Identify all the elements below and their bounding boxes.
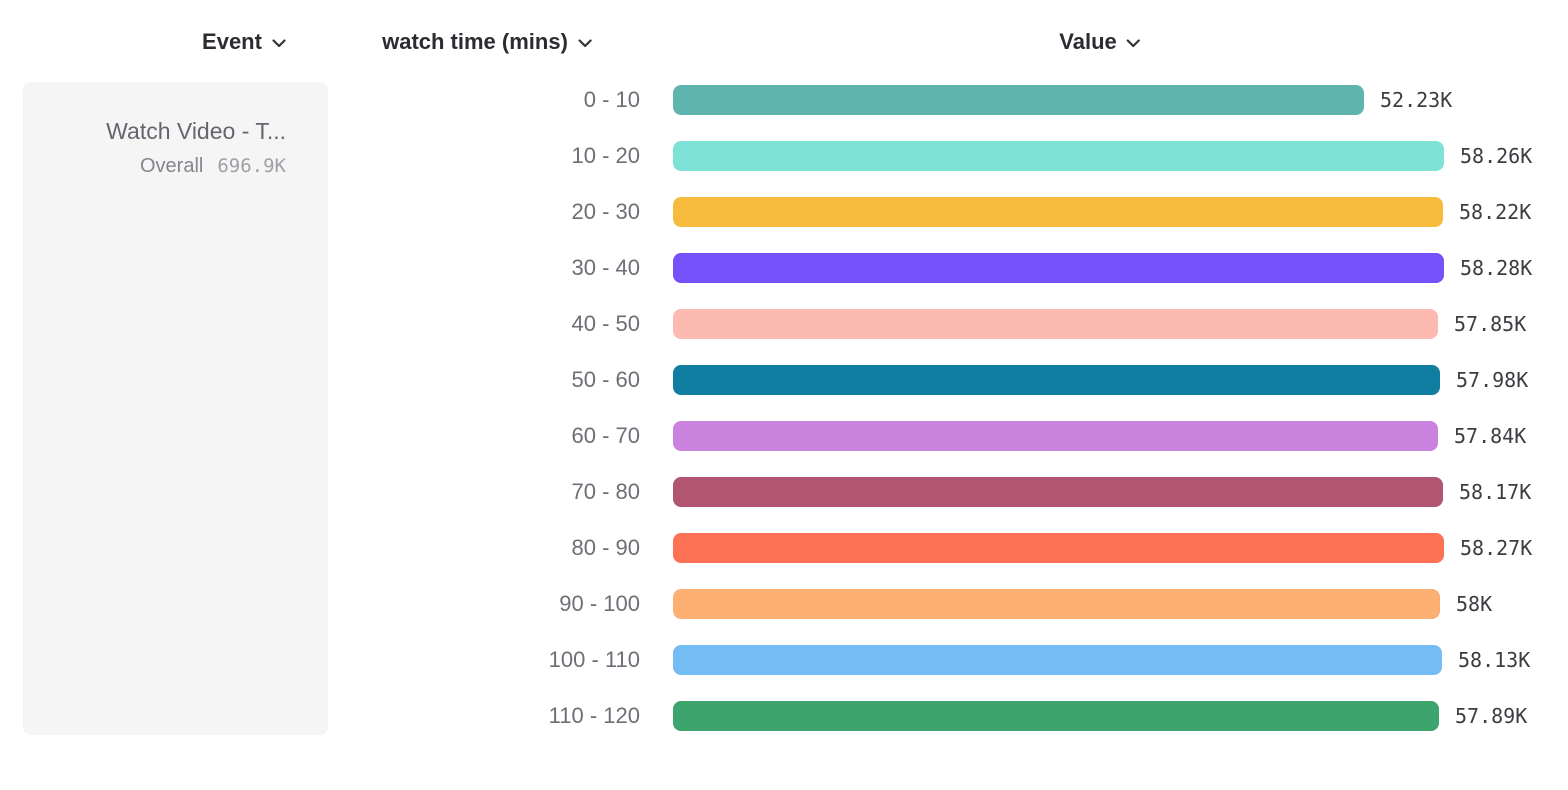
value-label: 57.85K [1454, 312, 1527, 336]
category-label: 40 - 50 [571, 311, 641, 336]
bar-area: 52.23K [673, 85, 1452, 115]
event-name: Watch Video - T... [106, 118, 286, 144]
value-label: 57.89K [1455, 704, 1528, 728]
category-label: 90 - 100 [559, 591, 640, 616]
bar-row: 10 - 20 58.26K [352, 128, 1532, 184]
bar-segment[interactable] [673, 197, 1443, 227]
event-card[interactable]: Watch Video - T... Overall 696.9K [23, 82, 328, 735]
bar-row: 0 - 10 52.23K [352, 72, 1532, 128]
bar-row: 60 - 70 57.84K [352, 408, 1532, 464]
bar-row: 80 - 90 58.27K [352, 520, 1532, 576]
bar-row: 30 - 40 58.28K [352, 240, 1532, 296]
bar-area: 58K [673, 589, 1492, 619]
bar-area: 58.17K [673, 477, 1531, 507]
value-label: 58.17K [1459, 480, 1532, 504]
bar-area: 58.22K [673, 197, 1531, 227]
overall-value: 696.9K [217, 155, 286, 177]
bar-segment[interactable] [673, 85, 1364, 115]
event-column-header[interactable]: Event [202, 29, 286, 55]
value-label: 58.28K [1460, 256, 1533, 280]
bar-segment[interactable] [673, 533, 1444, 563]
bar-row: 90 - 100 58K [352, 576, 1532, 632]
bar-row: 20 - 30 58.22K [352, 184, 1532, 240]
value-label: 58.27K [1460, 536, 1533, 560]
value-label: 58.22K [1459, 200, 1532, 224]
bar-area: 58.13K [673, 645, 1530, 675]
bar-area: 57.89K [673, 701, 1527, 731]
category-label: 70 - 80 [571, 479, 641, 504]
bar-row: 40 - 50 57.85K [352, 296, 1532, 352]
value-label: 57.84K [1454, 424, 1527, 448]
breakdown-column-label: watch time (mins) [382, 29, 568, 54]
category-label: 10 - 20 [571, 143, 641, 168]
category-label: 100 - 110 [548, 647, 640, 672]
chevron-down-icon [1127, 39, 1141, 48]
value-label: 58.26K [1460, 144, 1533, 168]
value-column-label: Value [1059, 29, 1117, 54]
category-label: 110 - 120 [548, 703, 640, 728]
bar-segment[interactable] [673, 645, 1442, 675]
bar-row: 110 - 120 57.89K [352, 688, 1532, 744]
bar-area: 57.98K [673, 365, 1528, 395]
bar-segment[interactable] [673, 365, 1440, 395]
chart-rows: 0 - 10 52.23K 10 - 20 58.26K 20 - 30 58.22K 30… [352, 72, 1532, 744]
value-label: 57.98K [1456, 368, 1529, 392]
chevron-down-icon [272, 39, 286, 48]
event-column-label: Event [202, 29, 262, 54]
bar-row: 50 - 60 57.98K [352, 352, 1532, 408]
category-label: 50 - 60 [571, 367, 641, 392]
bar-area: 57.85K [673, 309, 1526, 339]
category-label: 20 - 30 [571, 199, 641, 224]
category-label: 30 - 40 [571, 255, 641, 280]
bar-area: 58.28K [673, 253, 1532, 283]
chevron-down-icon [578, 39, 592, 48]
bar-row: 100 - 110 58.13K [352, 632, 1532, 688]
bar-area: 57.84K [673, 421, 1526, 451]
bar-segment[interactable] [673, 477, 1443, 507]
bar-segment[interactable] [673, 701, 1439, 731]
bar-row: 70 - 80 58.17K [352, 464, 1532, 520]
value-label: 58.13K [1458, 648, 1531, 672]
value-label: 58K [1456, 592, 1493, 616]
category-label: 0 - 10 [583, 87, 640, 112]
bar-area: 58.27K [673, 533, 1532, 563]
breakdown-column-header[interactable]: watch time (mins) [382, 29, 592, 55]
value-column-header[interactable]: Value [1059, 29, 1141, 55]
bar-segment[interactable] [673, 253, 1444, 283]
overall-label: Overall [140, 155, 204, 177]
bar-area: 58.26K [673, 141, 1532, 171]
category-label: 60 - 70 [571, 423, 641, 448]
bar-segment[interactable] [673, 421, 1438, 451]
value-label: 52.23K [1380, 88, 1453, 112]
event-overall-row: Overall 696.9K [39, 154, 286, 178]
bar-segment[interactable] [673, 141, 1444, 171]
category-label: 80 - 90 [571, 535, 641, 560]
bar-segment[interactable] [673, 589, 1440, 619]
bar-segment[interactable] [673, 309, 1438, 339]
